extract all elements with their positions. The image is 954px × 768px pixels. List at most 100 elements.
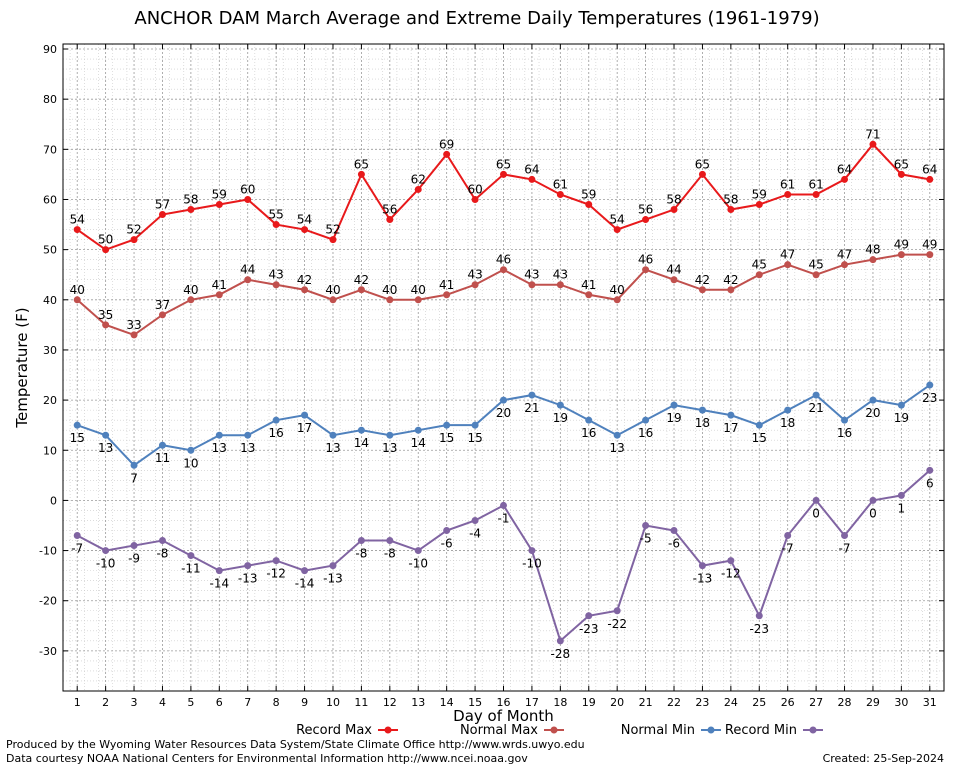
normal-max-data-label: 43 (467, 268, 482, 282)
normal-min-data-label: 15 (70, 431, 85, 445)
normal-max-point (301, 286, 309, 294)
record-max-point (556, 190, 564, 198)
normal-min-data-label: 21 (808, 401, 823, 415)
record-max-point (73, 226, 81, 234)
record-max-point (471, 195, 479, 203)
normal-max-point (329, 296, 337, 304)
record-min-point (215, 567, 223, 575)
record-min-point (585, 612, 593, 620)
legend-marker-record-min (809, 726, 817, 734)
normal-max-data-label: 45 (752, 258, 767, 272)
y-tick-label: 40 (43, 294, 57, 307)
normal-min-data-label: 17 (723, 421, 738, 435)
record-min-data-label: -14 (295, 577, 315, 591)
record-min-point (187, 552, 195, 560)
normal-max-data-label: 49 (922, 238, 937, 252)
normal-max-data-label: 44 (240, 263, 255, 277)
x-tick-label: 21 (639, 696, 653, 709)
record-max-point (414, 185, 422, 193)
normal-min-data-label: 11 (155, 451, 170, 465)
y-tick-label: 10 (43, 444, 57, 457)
normal-min-point (73, 421, 81, 429)
record-min-data-label: -14 (210, 577, 230, 591)
record-min-point (755, 612, 763, 620)
normal-min-data-label: 15 (752, 431, 767, 445)
record-max-point (443, 150, 451, 158)
normal-max-point (73, 296, 81, 304)
record-min-data-label: -10 (522, 557, 542, 571)
x-tick-label: 16 (497, 696, 511, 709)
record-max-data-label: 64 (524, 162, 539, 176)
normal-min-point (613, 431, 621, 439)
normal-max-point (102, 321, 110, 329)
normal-min-point (102, 431, 110, 439)
record-min-data-label: -12 (266, 567, 286, 581)
y-axis-label: Temperature (F) (13, 307, 31, 428)
record-max-point (812, 190, 820, 198)
record-max-data-label: 59 (212, 187, 227, 201)
record-max-data-label: 64 (922, 162, 937, 176)
record-min-data-label: 0 (812, 506, 820, 520)
record-min-point (272, 557, 280, 565)
legend-marker-normal-min (707, 726, 715, 734)
record-max-data-label: 60 (467, 182, 482, 196)
record-min-point (102, 547, 110, 555)
record-max-data-label: 61 (553, 177, 568, 191)
normal-min-data-label: 13 (610, 441, 625, 455)
x-tick-label: 7 (244, 696, 251, 709)
normal-max-point (215, 291, 223, 299)
record-max-data-label: 52 (325, 223, 340, 237)
normal-min-data-label: 19 (894, 411, 909, 425)
x-tick-label: 18 (553, 696, 567, 709)
normal-min-data-label: 20 (496, 406, 511, 420)
x-tick-label: 28 (838, 696, 852, 709)
normal-min-point (187, 446, 195, 454)
x-tick-label: 13 (411, 696, 425, 709)
record-max-data-label: 58 (666, 193, 681, 207)
plot-area (63, 44, 944, 691)
record-min-point (244, 562, 252, 570)
y-tick-label: 60 (43, 193, 57, 206)
normal-min-point (471, 421, 479, 429)
record-max-data-label: 65 (894, 157, 909, 171)
record-max-point (102, 246, 110, 254)
record-max-data-label: 58 (723, 193, 738, 207)
normal-max-data-label: 42 (723, 273, 738, 287)
normal-min-point (727, 411, 735, 419)
normal-min-point (130, 461, 138, 469)
normal-min-data-label: 16 (269, 426, 284, 440)
record-min-data-label: -28 (551, 647, 571, 661)
normal-min-point (784, 406, 792, 414)
record-min-point (329, 562, 337, 570)
record-min-data-label: -8 (384, 547, 396, 561)
normal-min-data-label: 21 (524, 401, 539, 415)
normal-max-data-label: 40 (70, 283, 85, 297)
x-tick-label: 4 (159, 696, 166, 709)
record-max-data-label: 55 (269, 208, 284, 222)
record-max-point (613, 226, 621, 234)
record-min-point (73, 532, 81, 540)
normal-min-point (556, 401, 564, 409)
record-max-data-label: 50 (98, 233, 113, 247)
x-tick-label: 2 (102, 696, 109, 709)
record-min-data-label: -8 (156, 547, 168, 561)
record-max-data-label: 54 (70, 213, 85, 227)
normal-min-point (357, 426, 365, 434)
record-max-data-label: 64 (837, 162, 852, 176)
normal-min-point (528, 391, 536, 399)
normal-min-data-label: 10 (183, 456, 198, 470)
normal-min-point (500, 396, 507, 404)
record-min-data-label: -10 (96, 557, 116, 571)
normal-max-point (130, 331, 138, 339)
x-tick-label: 15 (468, 696, 482, 709)
y-tick-label: 50 (43, 244, 57, 257)
x-tick-label: 6 (216, 696, 223, 709)
chart-title: ANCHOR DAM March Average and Extreme Dai… (134, 8, 820, 29)
record-max-point (698, 170, 706, 178)
normal-max-data-label: 45 (808, 258, 823, 272)
record-max-data-label: 52 (126, 223, 141, 237)
record-max-point (841, 175, 849, 183)
record-max-data-label: 71 (865, 127, 880, 141)
normal-min-point (642, 416, 650, 424)
normal-min-point (926, 381, 934, 389)
